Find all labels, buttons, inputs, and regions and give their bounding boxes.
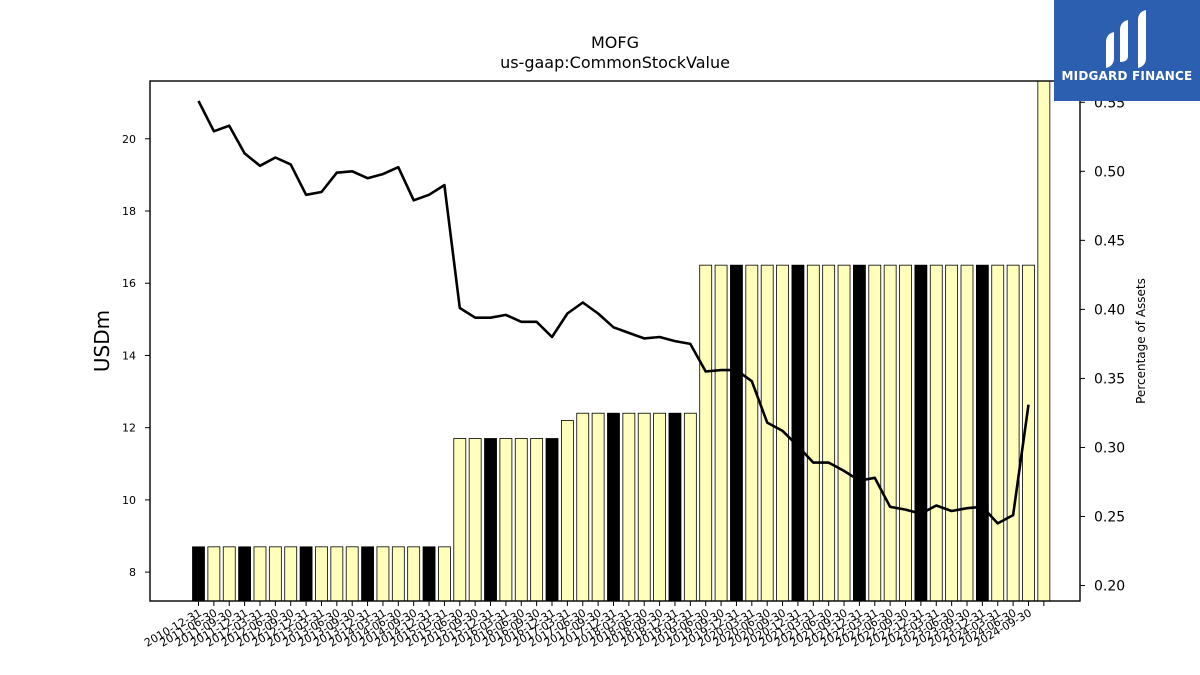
- bar: [853, 264, 866, 602]
- bar: [776, 264, 789, 602]
- bar: [1037, 80, 1051, 602]
- bar: [330, 546, 344, 602]
- bar: [192, 546, 205, 602]
- bar: [822, 264, 836, 602]
- y-axis-label: USDm: [90, 310, 114, 372]
- bar: [484, 438, 497, 602]
- bar: [914, 264, 928, 602]
- bar: [699, 264, 713, 602]
- plot-frame: [149, 80, 1081, 602]
- y2-tick-label: 0.45: [1094, 233, 1125, 249]
- bar: [591, 412, 605, 602]
- bar: [207, 546, 221, 602]
- y2-tick-label: 0.40: [1094, 302, 1125, 318]
- y-tick-label: 18: [122, 205, 136, 218]
- bar: [899, 264, 912, 602]
- bar: [361, 546, 374, 602]
- logo-mark-icon: [1106, 10, 1146, 68]
- bar: [453, 438, 467, 602]
- y-tick-label: 16: [122, 277, 136, 290]
- bar: [514, 438, 528, 602]
- y-tick-label: 14: [122, 349, 136, 362]
- y2-tick-label: 0.30: [1094, 440, 1125, 456]
- y2-tick-label: 0.25: [1094, 509, 1125, 525]
- bar: [975, 264, 989, 602]
- bar: [222, 546, 236, 602]
- line-layer: [197, 100, 1030, 525]
- bar: [960, 264, 974, 602]
- y2-axis: 0.200.250.300.350.400.450.500.55: [1080, 95, 1125, 595]
- y2-tick-label: 0.35: [1094, 371, 1125, 387]
- bar: [622, 412, 636, 602]
- bar: [791, 264, 805, 602]
- y2-tick-label: 0.50: [1094, 164, 1125, 180]
- brand-logo: MIDGARD FINANCE: [1054, 0, 1200, 101]
- bar: [299, 546, 313, 602]
- bar: [868, 264, 882, 602]
- bar: [499, 438, 513, 602]
- y2-axis-label: Percentage of Assets: [1134, 278, 1148, 404]
- bar: [945, 264, 959, 602]
- bar: [683, 412, 697, 602]
- bar: [253, 546, 267, 602]
- bar: [668, 412, 682, 602]
- bar: [883, 264, 897, 602]
- bar: [560, 420, 574, 602]
- y-axis: 8 10 12 14 16 18 20: [122, 133, 150, 579]
- bar: [760, 264, 774, 602]
- bar: [1006, 264, 1020, 602]
- bar: [714, 264, 728, 602]
- bar: [422, 546, 436, 602]
- bar: [806, 264, 820, 602]
- logo-text: MIDGARD FINANCE: [1061, 69, 1193, 83]
- y-tick-label: 20: [122, 133, 136, 146]
- y-tick-label: 12: [122, 422, 136, 435]
- bar: [530, 438, 544, 602]
- y2-tick-label: 0.20: [1094, 579, 1125, 595]
- chart-subtitle: us-gaap:CommonStockValue: [500, 53, 730, 72]
- bar: [468, 438, 482, 602]
- bar: [376, 546, 390, 602]
- bar: [745, 264, 759, 602]
- bar: [637, 412, 651, 602]
- chart-title: MOFG: [591, 33, 639, 52]
- bar: [576, 412, 590, 602]
- bar: [391, 546, 405, 602]
- bar: [268, 546, 282, 602]
- bars-layer: [192, 80, 1051, 602]
- bar: [545, 438, 559, 602]
- bar: [284, 546, 298, 602]
- y-tick-label: 8: [129, 566, 136, 579]
- bar: [407, 546, 421, 602]
- bar: [837, 264, 851, 602]
- bar: [315, 546, 328, 602]
- series-line: [197, 100, 1030, 525]
- bar: [238, 546, 252, 602]
- x-axis: 2010-12-312011-06-302011-09-302011-12-31…: [142, 601, 1045, 650]
- bar: [438, 546, 451, 602]
- y-tick-label: 10: [122, 494, 136, 507]
- bar: [653, 412, 666, 602]
- bar: [607, 412, 620, 602]
- bar: [929, 264, 943, 602]
- bar: [730, 264, 743, 602]
- bar: [345, 546, 359, 602]
- bar: [991, 264, 1005, 602]
